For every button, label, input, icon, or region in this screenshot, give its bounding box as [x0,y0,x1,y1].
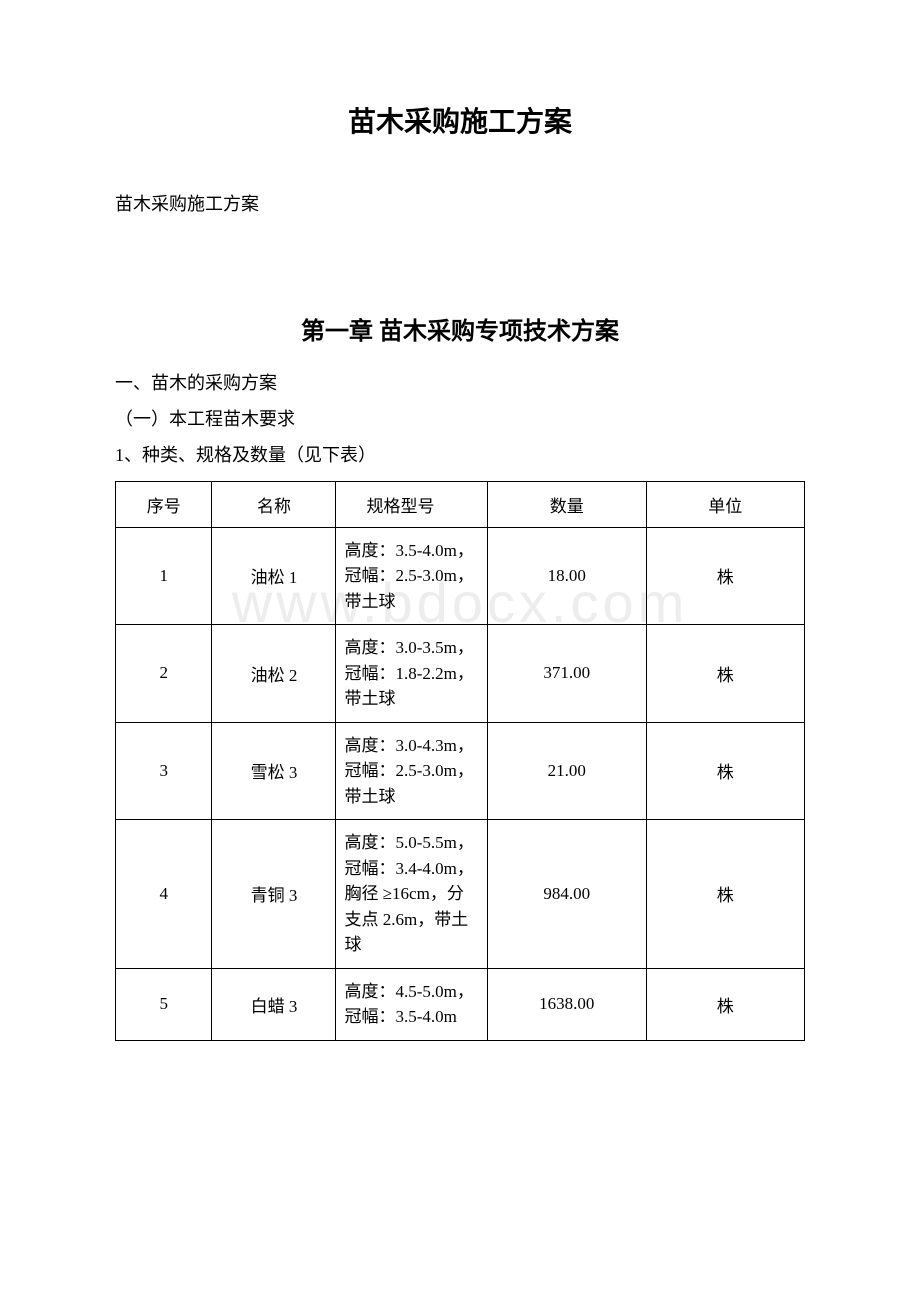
header-unit: 单位 [646,481,804,527]
header-name: 名称 [212,481,336,527]
specification-table: 序号 名称 规格型号 数量 单位 1 油松 1 高度：3.5-4.0m，冠幅：2… [115,481,805,1041]
cell-unit: 株 [646,722,804,820]
cell-qty: 1638.00 [488,968,646,1040]
cell-spec: 高度：3.5-4.0m，冠幅：2.5-3.0m，带土球 [336,527,488,625]
header-qty: 数量 [488,481,646,527]
cell-spec: 高度：4.5-5.0m，冠幅：3.5-4.0m [336,968,488,1040]
cell-spec: 高度：3.0-3.5m，冠幅：1.8-2.2m，带土球 [336,625,488,723]
header-spec: 规格型号 [336,481,488,527]
cell-spec: 高度：3.0-4.3m，冠幅：2.5-3.0m，带土球 [336,722,488,820]
section-1-1-1: 1、种类、规格及数量（见下表） [115,438,805,472]
table-row: 5 白蜡 3 高度：4.5-5.0m，冠幅：3.5-4.0m 1638.00 株 [116,968,805,1040]
cell-qty: 21.00 [488,722,646,820]
cell-seq: 1 [116,527,212,625]
cell-seq: 5 [116,968,212,1040]
cell-qty: 371.00 [488,625,646,723]
section-1-1: （一）本工程苗木要求 [115,402,805,436]
cell-unit: 株 [646,968,804,1040]
cell-seq: 3 [116,722,212,820]
cell-unit: 株 [646,625,804,723]
main-title: 苗木采购施工方案 [115,100,805,140]
cell-name: 雪松 3 [212,722,336,820]
table-row: 4 青铜 3 高度：5.0-5.5m，冠幅：3.4-4.0m，胸径 ≥16cm，… [116,820,805,969]
table-row: 3 雪松 3 高度：3.0-4.3m，冠幅：2.5-3.0m，带土球 21.00… [116,722,805,820]
cell-spec: 高度：5.0-5.5m，冠幅：3.4-4.0m，胸径 ≥16cm，分支点 2.6… [336,820,488,969]
table-row: 1 油松 1 高度：3.5-4.0m，冠幅：2.5-3.0m，带土球 18.00… [116,527,805,625]
cell-name: 青铜 3 [212,820,336,969]
subtitle-text: 苗木采购施工方案 [115,190,805,216]
cell-name: 白蜡 3 [212,968,336,1040]
table-header-row: 序号 名称 规格型号 数量 单位 [116,481,805,527]
cell-unit: 株 [646,527,804,625]
cell-seq: 4 [116,820,212,969]
cell-name: 油松 1 [212,527,336,625]
header-seq: 序号 [116,481,212,527]
cell-name: 油松 2 [212,625,336,723]
cell-unit: 株 [646,820,804,969]
cell-qty: 18.00 [488,527,646,625]
chapter-title: 第一章 苗木采购专项技术方案 [115,311,805,346]
table-row: 2 油松 2 高度：3.0-3.5m，冠幅：1.8-2.2m，带土球 371.0… [116,625,805,723]
cell-qty: 984.00 [488,820,646,969]
section-1: 一、苗木的采购方案 [115,366,805,400]
document-content: 苗木采购施工方案 苗木采购施工方案 第一章 苗木采购专项技术方案 一、苗木的采购… [115,100,805,1041]
cell-seq: 2 [116,625,212,723]
